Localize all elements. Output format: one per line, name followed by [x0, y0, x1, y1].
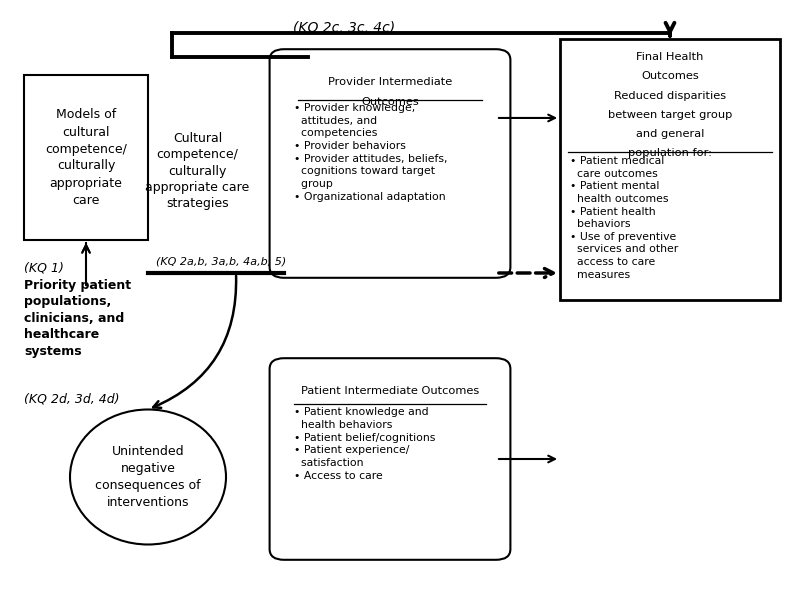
Text: Reduced disparities: Reduced disparities [614, 91, 726, 101]
Text: and general: and general [636, 129, 704, 139]
Text: • Patient knowledge and
  health behaviors
• Patient belief/cognitions
• Patient: • Patient knowledge and health behaviors… [294, 407, 435, 481]
Text: between target group: between target group [608, 110, 732, 120]
Text: Cultural
competence/
culturally
appropriate care
strategies: Cultural competence/ culturally appropri… [146, 131, 250, 211]
Text: (KQ 1): (KQ 1) [24, 261, 64, 274]
Text: • Patient medical
  care outcomes
• Patient mental
  health outcomes
• Patient h: • Patient medical care outcomes • Patien… [570, 156, 678, 280]
Text: (KQ 2c, 3c, 4c): (KQ 2c, 3c, 4c) [293, 21, 395, 35]
Text: Provider Intermediate: Provider Intermediate [328, 77, 452, 87]
Text: Models of
cultural
competence/
culturally
appropriate
care: Models of cultural competence/ culturall… [45, 109, 127, 206]
Text: • Provider knowledge,
  attitudes, and
  competencies
• Provider behaviors
• Pro: • Provider knowledge, attitudes, and com… [294, 103, 447, 202]
Text: Priority patient
populations,
clinicians, and
healthcare
systems: Priority patient populations, clinicians… [24, 279, 131, 358]
Text: Outcomes: Outcomes [361, 97, 419, 107]
Text: (KQ 2a,b, 3a,b, 4a,b, 5): (KQ 2a,b, 3a,b, 4a,b, 5) [156, 256, 286, 266]
Ellipse shape [70, 409, 226, 545]
Text: Unintended
negative
consequences of
interventions: Unintended negative consequences of inte… [95, 445, 201, 509]
FancyBboxPatch shape [560, 39, 780, 300]
Text: population for:: population for: [628, 148, 712, 158]
Text: Outcomes: Outcomes [641, 71, 699, 82]
FancyBboxPatch shape [24, 75, 148, 240]
FancyBboxPatch shape [270, 358, 510, 560]
Text: Patient Intermediate Outcomes: Patient Intermediate Outcomes [301, 386, 479, 396]
FancyBboxPatch shape [270, 49, 510, 278]
Text: Final Health: Final Health [636, 52, 704, 62]
Text: (KQ 2d, 3d, 4d): (KQ 2d, 3d, 4d) [24, 392, 119, 406]
